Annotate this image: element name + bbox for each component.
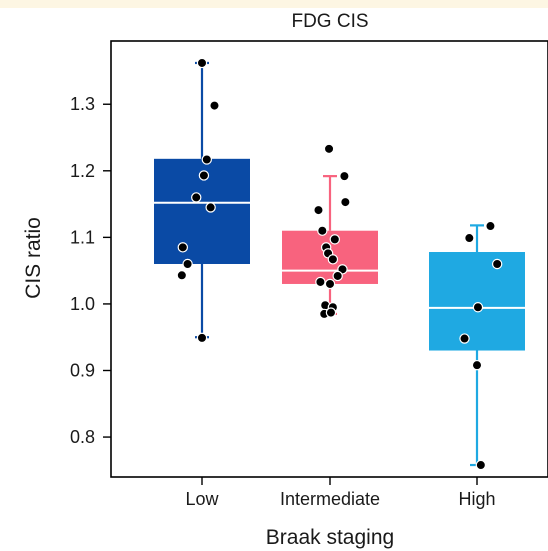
data-point-low (177, 242, 188, 253)
data-point-low (198, 170, 210, 181)
data-point-high (471, 359, 483, 371)
top-background-band (0, 0, 548, 8)
y-tick-label: 1.0 (70, 294, 95, 314)
y-tick-label: 0.9 (70, 360, 95, 380)
data-point-high (475, 459, 487, 471)
data-point-intermediate (313, 204, 324, 216)
data-point-high (459, 333, 470, 344)
data-point-intermediate (324, 278, 336, 290)
y-axis-label: CIS ratio (22, 217, 45, 299)
data-point-low (182, 258, 193, 270)
plot-area: 0.8 0.9 1.0 1.1 1.2 1.3 Low Intermediate High (70, 40, 548, 509)
data-point-intermediate (329, 234, 340, 245)
data-point-low (201, 154, 212, 165)
chart-title: FDG CIS (291, 11, 368, 32)
y-tick-label: 1.1 (70, 227, 95, 247)
box-high (429, 252, 525, 351)
data-point-high (485, 220, 496, 232)
data-point-low (196, 57, 208, 69)
data-point-low (209, 100, 220, 111)
data-point-intermediate (323, 143, 335, 155)
x-tick-label: Intermediate (280, 489, 380, 509)
data-point-intermediate (339, 170, 350, 182)
y-tick-label: 1.3 (70, 94, 95, 114)
data-point-low (191, 192, 202, 203)
data-point-intermediate (327, 254, 339, 265)
x-tick-label: High (458, 489, 495, 509)
data-point-high (472, 302, 484, 313)
data-point-intermediate (317, 225, 328, 236)
data-point-intermediate (325, 307, 337, 318)
y-tick-label: 1.2 (70, 161, 95, 181)
x-tick-label: Low (185, 489, 219, 509)
data-point-low (205, 202, 216, 213)
data-point-intermediate (315, 276, 326, 288)
data-point-low (196, 332, 208, 344)
data-point-high (491, 258, 503, 270)
y-tick-label: 0.8 (70, 427, 95, 447)
data-point-high (464, 232, 475, 244)
x-axis-label: Braak staging (266, 526, 394, 549)
data-point-low (176, 270, 188, 281)
data-point-intermediate (332, 270, 343, 282)
data-point-intermediate (340, 196, 351, 208)
